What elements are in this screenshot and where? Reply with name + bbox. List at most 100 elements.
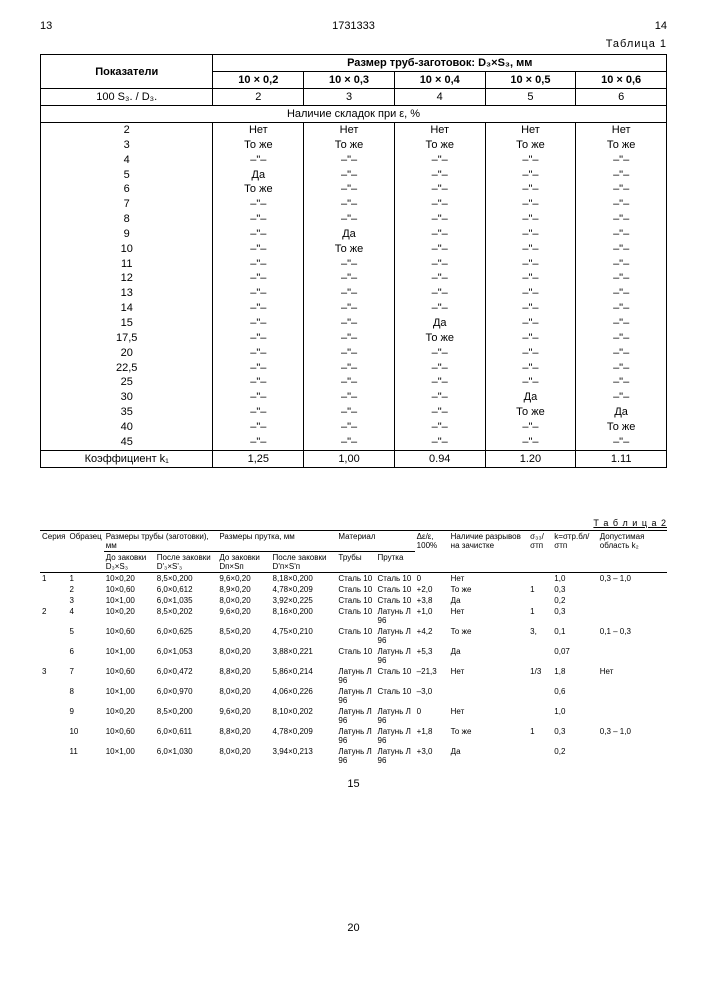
t2-cell: 0,3 – 1,0 — [598, 572, 667, 584]
t1-row: 20–"––"––"––"––"– — [41, 346, 667, 361]
t2-cell: Сталь 10 — [376, 666, 415, 686]
t1-eps: 8 — [41, 212, 213, 227]
t2-cell: 1,0 — [552, 572, 598, 584]
t1-cell: –"– — [485, 286, 576, 301]
t1-row: 10–"–То же–"––"––"– — [41, 242, 667, 257]
t2-cell: 0,1 — [552, 626, 598, 646]
t2-row: 1010×0,606,0×0,6118,8×0,204,78×0,209Лату… — [40, 726, 667, 746]
t1-eps: 40 — [41, 420, 213, 435]
t1-cell: –"– — [485, 242, 576, 257]
t2-cell — [40, 686, 67, 706]
t1-cell: –"– — [304, 375, 395, 390]
t1-eps: 7 — [41, 197, 213, 212]
t2-cell: 1 — [67, 572, 103, 584]
t1-row: 7–"––"––"––"––"– — [41, 197, 667, 212]
t2-cell — [528, 706, 552, 726]
t1-cell: –"– — [576, 390, 667, 405]
hdr-center: 1731333 — [332, 20, 375, 32]
t2-cell: 10×1,00 — [104, 646, 155, 666]
t1-coef-val: 1.20 — [485, 450, 576, 467]
t1-eps: 14 — [41, 301, 213, 316]
t2-cell: 3,94×0,213 — [271, 746, 337, 766]
t2-cell: 8,18×0,200 — [271, 572, 337, 584]
t2-cell: 1 — [528, 584, 552, 595]
t1-cell: –"– — [304, 168, 395, 183]
t2-cell: 10×1,00 — [104, 746, 155, 766]
t2-cell: 9 — [67, 706, 103, 726]
t1-row: 22,5–"––"––"––"––"– — [41, 361, 667, 376]
t1-row: 6То же–"––"––"––"– — [41, 182, 667, 197]
t2-cell: 2 — [67, 584, 103, 595]
t1-cell: Да — [394, 316, 485, 331]
t1-row100-val: 6 — [576, 89, 667, 106]
t1-cell: Нет — [304, 123, 395, 138]
t2-cell: Сталь 10 — [336, 572, 375, 584]
t2-cell: 6,0×0,625 — [155, 626, 218, 646]
t1-cell: –"– — [485, 361, 576, 376]
t1-cell: То же — [485, 405, 576, 420]
t2-cell — [40, 706, 67, 726]
t1-coef-val: 0.94 — [394, 450, 485, 467]
t2-cell — [40, 584, 67, 595]
t1-cell: –"– — [485, 375, 576, 390]
t1-cell: –"– — [485, 301, 576, 316]
t2h-4b: После заковки D'п×S'п — [271, 551, 337, 572]
t2-cell: 6,0×1,030 — [155, 746, 218, 766]
t1-row: 2НетНетНетНетНет — [41, 123, 667, 138]
t1-cell: –"– — [576, 168, 667, 183]
t1-eps: 12 — [41, 271, 213, 286]
t2-cell — [528, 746, 552, 766]
t1-cell: –"– — [304, 153, 395, 168]
t1-cell: –"– — [213, 212, 304, 227]
t1-cell: Да — [576, 405, 667, 420]
t2-cell: То же — [449, 626, 529, 646]
t1-row100-val: 2 — [213, 89, 304, 106]
t2-cell — [40, 726, 67, 746]
t2-cell: 9,6×0,20 — [217, 572, 270, 584]
t1-cell: –"– — [213, 227, 304, 242]
t2h-5: Материал — [336, 530, 414, 551]
t1-cell: –"– — [394, 375, 485, 390]
t2h-5b: Прутка — [376, 551, 415, 572]
t1-cell: –"– — [394, 242, 485, 257]
hdr-left: 13 — [40, 20, 52, 32]
t1-cell: –"– — [304, 390, 395, 405]
t2-cell: Нет — [449, 706, 529, 726]
t2-cell — [598, 584, 667, 595]
t1-h-indicators: Показатели — [41, 55, 213, 89]
table2-label: Т а б л и ц а 2 — [40, 518, 667, 528]
t1-cell: –"– — [576, 346, 667, 361]
t1-cell: –"– — [485, 331, 576, 346]
t2-cell: Латунь Л 96 — [336, 666, 375, 686]
t2h-5a: Трубы — [336, 551, 375, 572]
t2-cell: 0,1 – 0,3 — [598, 626, 667, 646]
t2-cell: Латунь Л 96 — [336, 726, 375, 746]
t1-cell: –"– — [485, 182, 576, 197]
t1-row: 40–"––"––"––"–То же — [41, 420, 667, 435]
t1-cell: –"– — [213, 316, 304, 331]
t1-cell: –"– — [213, 257, 304, 272]
t2-cell: +1,8 — [415, 726, 449, 746]
t1-size: 10 × 0,6 — [576, 72, 667, 89]
t1-cell: –"– — [576, 212, 667, 227]
t1-eps: 30 — [41, 390, 213, 405]
t2-cell: 8,0×0,20 — [217, 646, 270, 666]
t2-cell: +2,0 — [415, 584, 449, 595]
t1-cell: –"– — [485, 420, 576, 435]
t2-cell: 0,6 — [552, 686, 598, 706]
t1-eps: 22,5 — [41, 361, 213, 376]
t2-cell: 8,8×0,20 — [217, 726, 270, 746]
t1-cell: –"– — [304, 435, 395, 450]
t1-row100-val: 4 — [394, 89, 485, 106]
t2-cell: 8,16×0,200 — [271, 606, 337, 626]
t1-cell: –"– — [304, 316, 395, 331]
t2-cell: 11 — [67, 746, 103, 766]
t1-cell: –"– — [485, 212, 576, 227]
t1-row: 35–"––"––"–То жеДа — [41, 405, 667, 420]
t2-row: 610×1,006,0×1,0538,0×0,203,88×0,221Сталь… — [40, 646, 667, 666]
t2-cell: 0,2 — [552, 746, 598, 766]
t2-cell: 10×0,20 — [104, 572, 155, 584]
t2-cell: 10×1,00 — [104, 686, 155, 706]
t1-cell: –"– — [213, 390, 304, 405]
t1-cell: То же — [576, 420, 667, 435]
